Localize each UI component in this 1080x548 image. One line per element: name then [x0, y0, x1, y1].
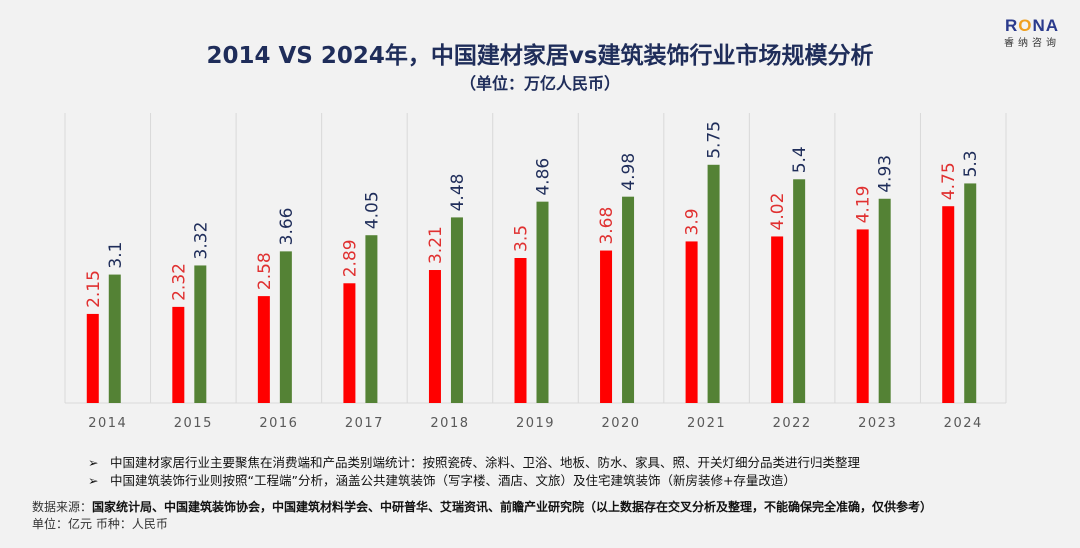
bar-building-decoration: [450, 217, 463, 403]
chart-subtitle: （单位：万亿人民币）: [459, 74, 620, 93]
data-label: 5.75: [705, 121, 725, 159]
data-label: 3.66: [277, 208, 297, 246]
bar-building-materials: [514, 258, 527, 403]
data-label: 3.9: [683, 208, 703, 235]
arrow-bullet-icon: ➢: [88, 473, 99, 488]
note-text: 中国建材家居行业主要聚焦在消费端和产品类别端统计：按照瓷砖、涂料、卫浴、地板、防…: [110, 455, 861, 470]
data-label: 4.19: [854, 186, 874, 224]
logo-letter-o: O: [1018, 16, 1033, 35]
logo-letters-na: NA: [1032, 16, 1060, 35]
logo-wordmark: RONA: [996, 16, 1068, 36]
data-label: 3.1: [106, 242, 126, 269]
data-label: 4.98: [619, 153, 639, 191]
bar-building-materials: [685, 241, 698, 403]
bar-building-decoration: [108, 274, 121, 403]
bar-building-materials: [172, 306, 185, 403]
notes: ➢ 中国建材家居行业主要聚焦在消费端和产品类别端统计：按照瓷砖、涂料、卫浴、地板…: [88, 454, 860, 490]
data-label: 2.89: [340, 239, 360, 277]
data-label: 4.86: [534, 158, 554, 196]
x-tick-label: 2021: [687, 416, 726, 431]
x-tick-label: 2023: [858, 416, 897, 431]
data-label: 2.58: [255, 252, 275, 290]
rona-logo: RONA 睿纳咨询: [996, 16, 1068, 49]
data-label: 5.4: [790, 146, 810, 173]
x-tick-label: 2014: [88, 416, 127, 431]
bar-building-decoration: [707, 164, 720, 403]
arrow-bullet-icon: ➢: [88, 455, 99, 470]
logo-letter-r: R: [1004, 16, 1019, 35]
data-source: 数据来源：国家统计局、中国建筑装饰协会，中国建筑材料学会、中研普华、艾瑞资讯、前…: [32, 499, 932, 533]
bar-building-materials: [257, 296, 270, 403]
data-label: 5.3: [961, 150, 981, 177]
data-label: 3.5: [512, 225, 532, 252]
bar-building-materials: [856, 229, 869, 403]
data-label: 3.32: [191, 222, 211, 260]
data-label: 4.48: [448, 174, 468, 212]
x-tick-label: 2017: [345, 416, 384, 431]
logo-subtitle: 睿纳咨询: [1004, 38, 1060, 49]
unit-line: 单位：亿元 币种：人民币: [32, 517, 168, 531]
x-tick-label: 2019: [516, 416, 555, 431]
data-label: 4.93: [876, 155, 896, 193]
data-label: 3.21: [426, 226, 446, 264]
x-tick-label: 2018: [430, 416, 469, 431]
data-label: 4.02: [768, 193, 788, 231]
data-label: 2.32: [169, 263, 189, 301]
bar-building-decoration: [194, 265, 207, 403]
note-item: ➢ 中国建筑装饰行业则按照“工程端”分析，涵盖公共建筑装饰（写字楼、酒店、文旅）…: [88, 472, 860, 490]
bar-building-materials: [600, 250, 613, 403]
source-value: 国家统计局、中国建筑装饰协会，中国建筑材料学会、中研普华、艾瑞资讯、前瞻产业研究…: [92, 500, 933, 514]
x-tick-label: 2022: [773, 416, 812, 431]
bar-building-decoration: [279, 251, 292, 403]
bar-building-materials: [771, 236, 784, 403]
data-label: 4.75: [939, 162, 959, 200]
data-label: 2.15: [84, 270, 104, 308]
bar-building-materials: [942, 206, 955, 403]
note-text: 中国建筑装饰行业则按照“工程端”分析，涵盖公共建筑装饰（写字楼、酒店、文旅）及住…: [110, 473, 796, 488]
note-item: ➢ 中国建材家居行业主要聚焦在消费端和产品类别端统计：按照瓷砖、涂料、卫浴、地板…: [88, 454, 860, 472]
bar-building-decoration: [536, 201, 549, 403]
data-label: 4.05: [362, 191, 382, 229]
bar-building-decoration: [622, 196, 635, 403]
x-tick-label: 2016: [259, 416, 298, 431]
bar-building-materials: [428, 270, 441, 403]
bar-building-materials: [86, 313, 99, 403]
bar-building-decoration: [964, 183, 977, 403]
bar-building-decoration: [793, 179, 806, 403]
x-tick-label: 2020: [601, 416, 640, 431]
chart-title: 2014 VS 2024年，中国建材家居vs建筑装饰行业市场规模分析: [206, 43, 874, 69]
data-label: 3.68: [597, 207, 617, 245]
bar-building-materials: [343, 283, 356, 403]
bar-building-decoration: [878, 198, 891, 403]
bar-building-decoration: [365, 235, 378, 403]
source-label: 数据来源：: [32, 500, 93, 514]
x-tick-label: 2024: [944, 416, 983, 431]
x-tick-label: 2015: [174, 416, 213, 431]
